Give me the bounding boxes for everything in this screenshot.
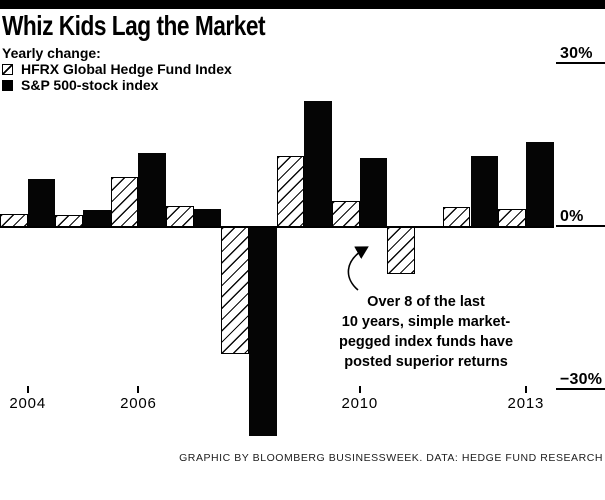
annotation: Over 8 of the last 10 years, simple mark… [339, 292, 513, 372]
bar-2009-sp500 [304, 101, 333, 227]
x-tick-2013 [524, 386, 527, 393]
x-label-2013: 2013 [507, 395, 545, 412]
bar-2010-hfrx [332, 200, 360, 227]
legend: Yearly change: HFRX Global Hedge Fund In… [2, 45, 232, 93]
bar-2012-sp500 [470, 155, 499, 227]
x-label-2004: 2004 [9, 395, 46, 412]
annotation-arrow-icon [347, 246, 369, 291]
x-tick-2004 [26, 386, 29, 393]
y-axis-label-30: 30% [556, 43, 605, 65]
legend-item-sp500: S&P 500-stock index [2, 77, 232, 93]
chart-title: Whiz Kids Lag the Market [2, 10, 266, 41]
x-tick-2010 [358, 386, 361, 393]
x-tick-2006 [137, 386, 140, 393]
bar-2006-hfrx [110, 177, 139, 227]
annotation-line: 10 years, simple market- [341, 314, 511, 330]
annotation-line: Over 8 of the last [367, 294, 485, 310]
bar-2013-sp500 [525, 142, 554, 227]
y-axis-label-0: 0% [556, 206, 605, 227]
x-label-2010: 2010 [341, 395, 379, 412]
solid-swatch-icon [2, 79, 13, 91]
bar-2009-hfrx [276, 155, 305, 227]
bar-2007-sp500 [193, 208, 222, 227]
y-axis-label--30: −30% [556, 369, 605, 390]
bar-2008-sp500 [249, 227, 277, 436]
bar-2012-hfrx [442, 207, 471, 227]
legend-heading: Yearly change: [2, 45, 101, 61]
legend-item-label: HFRX Global Hedge Fund Index [21, 61, 232, 77]
hatched-swatch-icon [2, 63, 13, 75]
annotation-line: pegged index funds have [338, 334, 514, 350]
bar-2005-sp500 [83, 210, 111, 227]
bar-2004-sp500 [27, 178, 56, 227]
zero-axis-line [0, 226, 554, 228]
bar-2010-sp500 [359, 158, 388, 227]
legend-item-hfrx: HFRX Global Hedge Fund Index [2, 61, 232, 77]
annotation-line: posted superior returns [344, 354, 508, 370]
legend-item-label: S&P 500-stock index [21, 77, 159, 93]
bar-2011-hfrx [387, 227, 416, 275]
x-label-2006: 2006 [120, 395, 157, 412]
bar-2006-sp500 [138, 153, 167, 227]
bar-2013-hfrx [498, 209, 526, 227]
credit-line: GRAPHIC BY BLOOMBERG BUSINESSWEEK. DATA:… [179, 452, 603, 464]
bar-2008-hfrx [221, 227, 250, 354]
bar-2007-hfrx [166, 205, 194, 227]
top-rule [0, 0, 605, 9]
